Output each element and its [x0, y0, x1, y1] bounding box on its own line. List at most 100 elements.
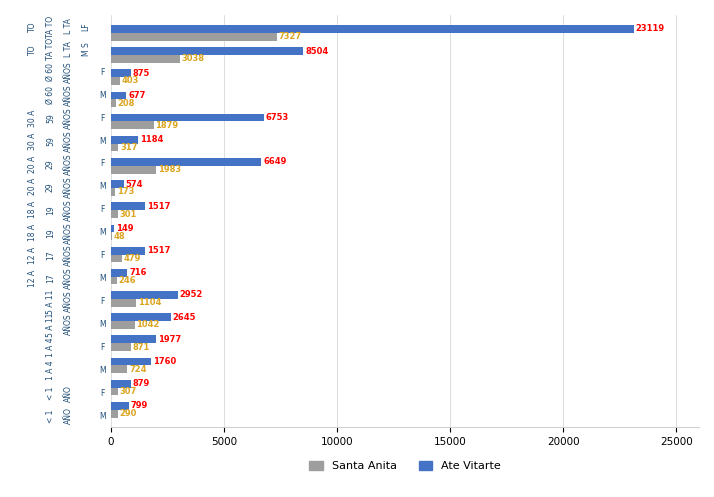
Bar: [111, 299, 136, 307]
Text: TA TO: TA TO: [46, 15, 55, 37]
Bar: [111, 410, 118, 417]
Text: 5 A 11: 5 A 11: [46, 289, 55, 314]
Text: 1760: 1760: [153, 357, 176, 366]
Bar: [111, 70, 131, 77]
Bar: [111, 247, 146, 254]
Bar: [111, 77, 120, 85]
Text: AÑOS: AÑOS: [64, 222, 73, 244]
Text: 20 A: 20 A: [28, 156, 37, 172]
Text: AÑOS: AÑOS: [64, 130, 73, 152]
Text: L TA: L TA: [64, 41, 73, 57]
Text: 30 A: 30 A: [28, 109, 37, 127]
Text: 1 A 4: 1 A 4: [46, 337, 55, 357]
Bar: [111, 55, 180, 63]
Text: 307: 307: [120, 387, 137, 396]
Text: 574: 574: [126, 179, 144, 188]
Text: F: F: [100, 205, 105, 214]
Text: M: M: [99, 182, 106, 191]
Text: 17: 17: [46, 274, 55, 283]
Text: 1983: 1983: [158, 165, 181, 174]
Text: 59: 59: [46, 113, 55, 123]
Text: 403: 403: [122, 77, 139, 85]
Bar: [111, 33, 277, 40]
Text: AÑOS: AÑOS: [64, 314, 73, 335]
Text: 20 A: 20 A: [28, 178, 37, 195]
Bar: [111, 91, 126, 99]
Text: 29: 29: [46, 159, 55, 169]
Text: 724: 724: [129, 365, 147, 374]
Text: 12 A: 12 A: [28, 270, 37, 287]
Text: 3038: 3038: [181, 54, 205, 63]
Text: 871: 871: [133, 342, 150, 351]
Text: AÑOS: AÑOS: [64, 199, 73, 221]
Text: 479: 479: [124, 254, 141, 263]
Text: F: F: [100, 389, 105, 398]
Text: TO: TO: [28, 21, 37, 32]
Text: M: M: [99, 412, 106, 420]
Bar: [111, 114, 263, 121]
Text: 7327: 7327: [278, 32, 302, 41]
Text: TA TO: TA TO: [46, 38, 55, 61]
Bar: [111, 47, 303, 55]
Text: AÑOS: AÑOS: [64, 62, 73, 83]
Text: 149: 149: [116, 224, 134, 233]
Text: 799: 799: [131, 402, 149, 411]
Text: 5 A 11: 5 A 11: [46, 312, 55, 336]
Text: AÑO: AÑO: [64, 408, 73, 424]
Text: 1879: 1879: [156, 121, 178, 130]
Text: 875: 875: [133, 69, 150, 78]
Text: 677: 677: [129, 91, 146, 100]
Text: 59: 59: [46, 136, 55, 146]
Text: F: F: [100, 114, 105, 123]
Text: 6753: 6753: [266, 113, 289, 122]
Text: Ø 60: Ø 60: [46, 63, 55, 82]
Text: AÑOS: AÑOS: [64, 245, 73, 266]
Text: AÑOS: AÑOS: [64, 153, 73, 175]
Text: 1517: 1517: [147, 202, 171, 211]
Text: 6649: 6649: [263, 158, 286, 166]
Text: TO: TO: [28, 44, 37, 55]
Bar: [111, 358, 151, 365]
Text: LF: LF: [81, 22, 91, 31]
Text: AÑOS: AÑOS: [64, 176, 73, 198]
Text: M: M: [99, 320, 106, 329]
Bar: [111, 335, 156, 343]
Text: 18 A: 18 A: [28, 224, 37, 241]
Text: 23119: 23119: [635, 24, 665, 33]
Text: 879: 879: [133, 379, 150, 388]
Bar: [111, 254, 122, 262]
Text: 1977: 1977: [158, 335, 181, 344]
Bar: [111, 202, 146, 210]
Text: M: M: [99, 91, 106, 100]
Text: AÑOS: AÑOS: [64, 268, 73, 289]
Text: M S: M S: [81, 43, 91, 56]
Legend: Santa Anita, Ate Vitarte: Santa Anita, Ate Vitarte: [305, 457, 506, 476]
Bar: [111, 232, 112, 240]
Text: 1184: 1184: [140, 135, 163, 144]
Bar: [111, 343, 131, 351]
Text: 2952: 2952: [180, 290, 203, 300]
Text: 17: 17: [46, 251, 55, 260]
Bar: [111, 277, 116, 284]
Text: 48: 48: [114, 232, 126, 241]
Text: M: M: [99, 274, 106, 283]
Text: 317: 317: [120, 143, 137, 152]
Bar: [111, 188, 115, 196]
Text: 8504: 8504: [305, 47, 328, 56]
Bar: [111, 402, 129, 410]
Text: 29: 29: [46, 182, 55, 192]
Text: 1104: 1104: [138, 298, 161, 307]
Text: AÑOS: AÑOS: [64, 291, 73, 312]
Text: AÑOS: AÑOS: [64, 84, 73, 106]
Text: 12 A: 12 A: [28, 247, 37, 264]
Text: 246: 246: [119, 276, 136, 285]
Text: < 1: < 1: [46, 387, 55, 400]
Bar: [111, 180, 124, 188]
Text: F: F: [100, 343, 105, 352]
Bar: [111, 136, 138, 144]
Text: L TA: L TA: [64, 18, 73, 34]
Bar: [111, 166, 156, 173]
Bar: [111, 269, 127, 277]
Text: 716: 716: [129, 268, 146, 277]
Bar: [111, 313, 171, 321]
